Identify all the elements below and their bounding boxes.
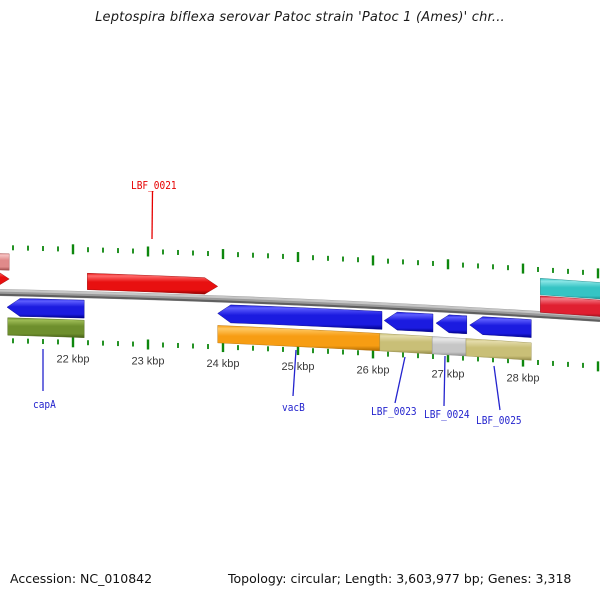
gene-rev-blue-2[interactable] (217, 304, 383, 330)
genome-map-canvas[interactable]: 22 kbp 23 kbp 24 kbp 25 kbp 26 kbp 27 kbp 28 k… (0, 0, 600, 560)
scale-label-26kbp: 26 kbp (356, 364, 389, 376)
upper-ruler-ticks (12, 244, 600, 279)
gene-capA[interactable] (7, 317, 85, 338)
gene-label-LBF_0025[interactable]: LBF_0025 (476, 414, 522, 427)
scale-label-24kbp: 24 kbp (206, 358, 239, 370)
status-info: Topology: circular; Length: 3,603,977 bp… (228, 571, 572, 586)
gene-label-LBF_0024[interactable]: LBF_0024 (424, 408, 470, 421)
gene-label-capA[interactable]: capA (33, 398, 56, 411)
leader-line-LBF_0023 (394, 356, 406, 404)
scale-label-22kbp: 22 kbp (56, 353, 89, 365)
scale-label-23kbp: 23 kbp (131, 355, 164, 367)
gene-LBF_0023[interactable] (379, 333, 433, 355)
leader-line-vacB (292, 349, 297, 397)
gene-rev-blue-3[interactable] (383, 311, 434, 333)
scale-label-28kbp: 28 kbp (506, 373, 539, 385)
gene-LBF_0021[interactable] (87, 272, 219, 295)
gene-right-inner[interactable] (540, 295, 600, 318)
gene-rev-blue-5[interactable] (469, 316, 532, 338)
genome-backbone (0, 289, 600, 322)
gene-partial-left-outer[interactable] (0, 253, 10, 271)
gene-label-LBF_0021[interactable]: LBF_0021 (131, 179, 177, 192)
scale-label-25kbp: 25 kbp (281, 361, 314, 373)
gene-LBF_0024[interactable] (432, 336, 467, 357)
gene-callouts: LBF_0021 capA vacB LBF_0023 LBF_0024 LBF_0025 (33, 179, 522, 427)
gene-features (0, 253, 600, 361)
lower-ruler-ticks (12, 337, 600, 372)
leader-line-LBF_0024 (443, 355, 446, 407)
leader-line-LBF_0021 (151, 190, 154, 240)
gene-rev-blue-4[interactable] (435, 314, 467, 335)
status-accession: Accession: NC_010842 (10, 571, 153, 586)
ruler-scale-labels: 22 kbp 23 kbp 24 kbp 25 kbp 26 kbp 27 kbp 28 k… (56, 353, 539, 384)
sequence-title: Leptospira biflexa serovar Patoc strain … (95, 10, 505, 25)
scale-label-27kbp: 27 kbp (431, 368, 464, 380)
gene-partial-left-inner[interactable] (0, 270, 10, 287)
gene-label-vacB[interactable]: vacB (282, 401, 305, 414)
gene-rev-blue-1[interactable] (6, 298, 85, 319)
gene-label-LBF_0023[interactable]: LBF_0023 (371, 405, 417, 418)
gene-LBF_0025[interactable] (465, 338, 532, 361)
leader-line-LBF_0025 (493, 365, 501, 411)
gene-right-outer[interactable] (540, 278, 600, 300)
